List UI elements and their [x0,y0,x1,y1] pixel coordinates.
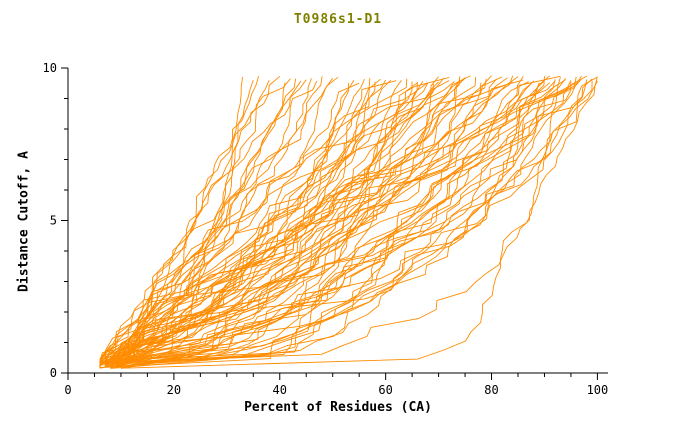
curve [99,76,323,364]
x-tick-label: 0 [64,383,71,397]
y-tick-labels: 0 5 10 [43,61,57,380]
curve [110,79,254,363]
curve [110,82,540,365]
curve [120,78,582,368]
curve [110,76,461,364]
curve [120,78,593,364]
chart-title: T0986s1-D1 [293,12,383,27]
curve [110,80,572,367]
curve [115,82,551,367]
x-tick-label: 80 [484,383,498,397]
y-tick-label: 5 [50,214,57,228]
curve [104,81,376,365]
x-tick-label: 20 [167,383,181,397]
curve [99,80,556,368]
curve [115,80,318,365]
y-ticks [61,67,68,374]
curve [105,80,545,362]
curve [105,79,556,367]
curve [120,80,450,362]
x-ticks [67,373,598,380]
x-tick-label: 40 [273,383,287,397]
curve [115,75,561,369]
curve [99,76,545,366]
curve [110,82,350,365]
curve [115,78,487,369]
x-axis-label: Percent of Residues (CA) [244,400,432,415]
curves [99,75,598,369]
curve [115,82,360,369]
y-tick-label: 0 [50,366,57,380]
curve [115,78,371,364]
curve [99,76,598,364]
curve [104,82,482,362]
curve [120,82,286,367]
curve [104,79,307,362]
x-tick-labels: 0 20 40 60 80 100 [64,383,608,397]
curve [120,81,413,367]
y-tick-label: 10 [43,61,57,75]
x-tick-label: 100 [587,383,609,397]
curve [105,79,566,364]
y-axis-label: Distance Cutoff, A [16,151,32,292]
curve [110,78,291,362]
curve [115,75,582,362]
curve [115,81,418,368]
curve [104,75,588,364]
curve [104,82,577,362]
curve [99,75,471,364]
curve [99,75,260,362]
curve [115,75,514,362]
curve [120,75,551,365]
x-tick-label: 60 [378,383,392,397]
curve [109,80,302,366]
curve [99,78,408,362]
curve [105,76,524,363]
curve [109,77,508,364]
curve [105,76,439,367]
curve [99,82,429,364]
curve [110,76,477,366]
curve [104,79,461,362]
